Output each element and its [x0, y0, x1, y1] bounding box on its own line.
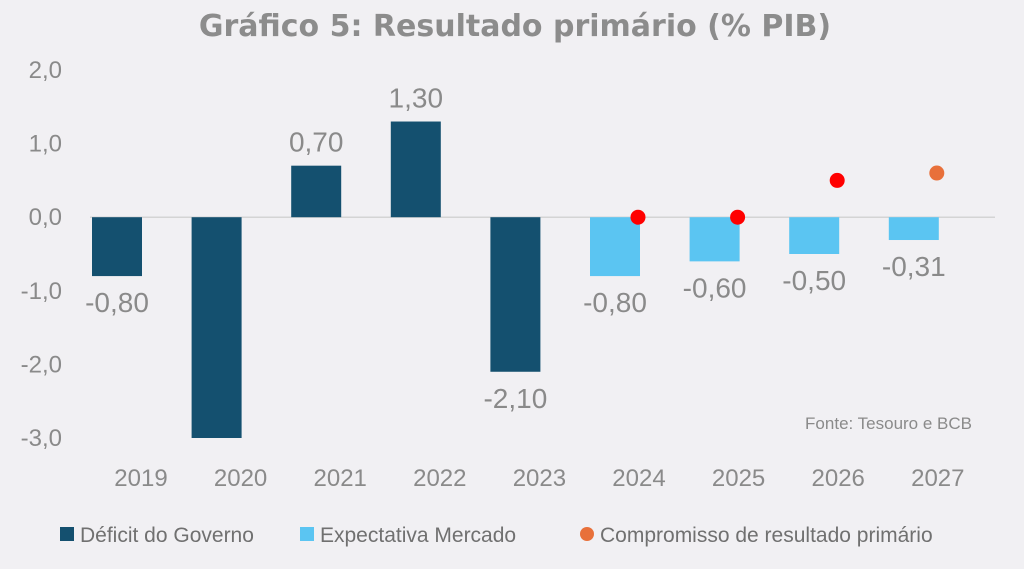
bars — [92, 121, 939, 438]
data-label: -2,10 — [483, 383, 547, 414]
bar — [191, 217, 242, 438]
y-axis: 2,0 1,0 0,0 -1,0 -2,0 -3,0 — [21, 57, 62, 452]
x-tick-label: 2024 — [612, 465, 665, 492]
data-labels: -0,80 0,70 1,30 -2,10 -0,80 -0,60 -0,50 -0,31 — [85, 83, 946, 414]
legend: Déficit do Governo Expectativa Mercado Com… — [60, 524, 933, 547]
y-tick-label: 1,0 — [29, 131, 62, 158]
commitment-point — [630, 209, 646, 225]
data-label: -0,31 — [882, 251, 946, 282]
chart-title: Gráfico 5: Resultado primário (% PIB) — [199, 9, 831, 44]
x-tick-label: 2026 — [812, 465, 865, 492]
bar — [789, 217, 840, 254]
x-tick-label: 2021 — [314, 465, 367, 492]
data-label: 0,70 — [289, 127, 344, 158]
y-tick-label: 2,0 — [29, 57, 62, 84]
x-tick-label: 2020 — [214, 465, 267, 492]
legend-swatch — [300, 527, 314, 541]
points — [630, 165, 945, 225]
legend-label: Déficit do Governo — [80, 524, 254, 547]
legend-label: Expectativa Mercado — [320, 524, 516, 547]
x-tick-label: 2019 — [114, 465, 167, 492]
x-tick-label: 2022 — [413, 465, 466, 492]
bar — [888, 217, 939, 241]
data-label: -0,60 — [683, 272, 747, 303]
bar — [490, 217, 541, 372]
legend-swatch — [60, 527, 74, 541]
commitment-point — [829, 172, 845, 188]
y-tick-label: -1,0 — [21, 278, 62, 305]
legend-swatch — [580, 527, 594, 541]
bar — [291, 165, 342, 218]
data-label: -0,80 — [583, 287, 647, 318]
x-tick-label: 2025 — [712, 465, 765, 492]
x-tick-label: 2023 — [513, 465, 566, 492]
bar — [689, 217, 740, 262]
bar — [390, 121, 441, 218]
commitment-point — [929, 165, 945, 181]
y-tick-label: -2,0 — [21, 351, 62, 378]
commitment-point — [730, 209, 746, 225]
legend-label: Compromisso de resultado primário — [600, 524, 933, 547]
data-label: -0,80 — [85, 287, 149, 318]
data-label: -0,50 — [782, 265, 846, 296]
x-tick-label: 2027 — [911, 465, 964, 492]
bar — [590, 217, 640, 277]
y-tick-label: 0,0 — [29, 204, 62, 231]
bar — [92, 217, 142, 277]
source-note: Fonte: Tesouro e BCB — [805, 414, 972, 433]
y-tick-label: -3,0 — [21, 425, 62, 452]
data-label: 1,30 — [389, 83, 444, 114]
x-axis: 2019 2020 2021 2022 2023 2024 2025 2026 2027 — [114, 465, 964, 492]
